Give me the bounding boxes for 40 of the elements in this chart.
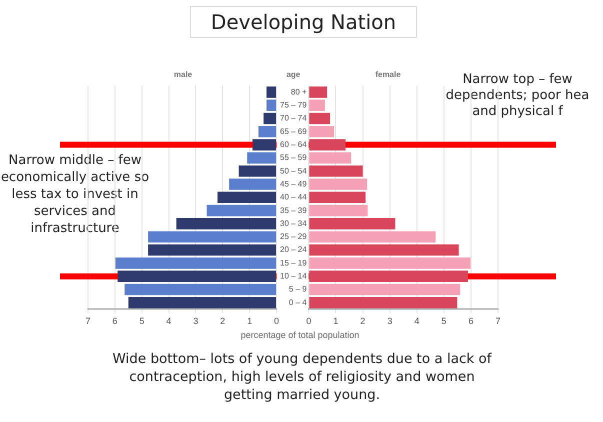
y-tick-label: 20 – 24 xyxy=(280,245,308,254)
y-tick-label: 10 – 14 xyxy=(280,272,308,281)
x-tick-label: 0 xyxy=(306,316,312,326)
y-tick-label: 45 – 49 xyxy=(280,179,308,188)
text: Wide bottom– lots of young dependents due to a lack of contraception, high levels of religiosity and women getting married young. xyxy=(112,350,492,404)
y-tick-label: 40 – 44 xyxy=(280,192,308,202)
chart-title: male xyxy=(174,70,193,80)
x-tick-label: 2 xyxy=(220,316,226,326)
x-tick-label: 6 xyxy=(468,316,474,326)
y-tick-label: 80 + xyxy=(290,87,308,96)
x-tick-label: 3 xyxy=(387,316,392,326)
y-tick-label: 25 – 29 xyxy=(280,232,308,242)
x-axis-title: percentage of total population xyxy=(240,330,360,340)
y-tick-label: 55 – 59 xyxy=(280,153,308,162)
y-axis-title: age xyxy=(286,70,301,80)
y-tick-label: 70 – 74 xyxy=(280,114,308,123)
x-tick-label: 2 xyxy=(360,316,366,326)
y-tick-label: 15 – 19 xyxy=(280,258,308,268)
x-tick-label: 1 xyxy=(247,316,252,326)
y-tick-label: 50 – 54 xyxy=(280,166,308,176)
y-tick-label: 35 – 39 xyxy=(280,206,308,215)
y-tick-label: 60 – 64 xyxy=(280,140,308,149)
x-tick-label: 7 xyxy=(495,316,501,326)
x-tick-label: 5 xyxy=(441,316,446,326)
y-tick-label: 75 – 79 xyxy=(280,100,308,110)
x-tick-label: 6 xyxy=(112,316,118,326)
y-tick-label: 0 – 4 xyxy=(288,298,308,307)
x-tick-label: 4 xyxy=(166,316,172,326)
x-tick-label: 0 xyxy=(274,316,280,326)
y-tick-label: 5 – 9 xyxy=(288,284,308,294)
y-tick-label: 65 – 69 xyxy=(280,126,308,136)
x-tick-label: 3 xyxy=(193,316,198,326)
y-tick-label: 30 – 34 xyxy=(280,218,308,228)
chart-title: female xyxy=(375,70,402,80)
x-tick-label: 7 xyxy=(85,316,91,326)
x-tick-label: 4 xyxy=(414,316,420,326)
x-tick-label: 5 xyxy=(139,316,144,326)
annotation: Narrow top – few dependents; poor hea and physical f xyxy=(432,72,603,120)
x-tick-label: 1 xyxy=(333,316,338,326)
text: Developing Nation xyxy=(190,6,417,38)
